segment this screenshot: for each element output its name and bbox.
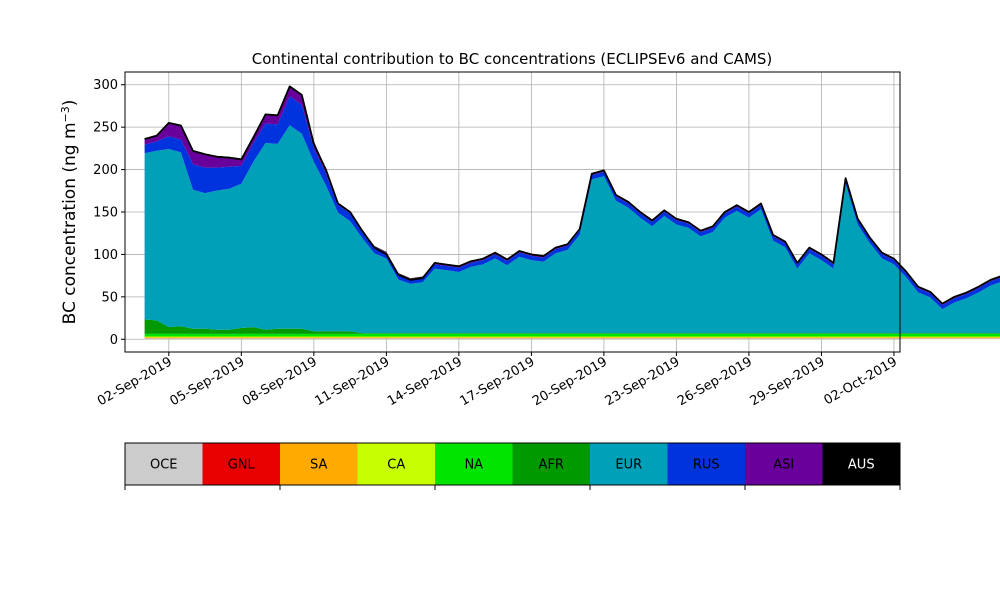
- area-afr: [144, 319, 1000, 334]
- colorbar-legend: OCE GNL SA CA NA AFR EUR RUS ASI AUS: [124, 442, 901, 490]
- x-tick-label-7: 23-Sep-2019: [603, 354, 683, 409]
- area-sa: [144, 337, 1000, 339]
- y-axis-label-superscript: −3: [59, 106, 72, 122]
- x-tick-label-0: 02-Sep-2019: [95, 354, 175, 409]
- x-tick-label-6: 20-Sep-2019: [530, 354, 610, 409]
- chart-title: Continental contribution to BC concentra…: [252, 50, 773, 68]
- x-tick-label-5: 17-Sep-2019: [458, 354, 538, 409]
- y-axis-ticks: 0 50 100 150 200 250 300: [93, 78, 125, 348]
- area-gnl: [144, 338, 1000, 339]
- legend-label-afr: AFR: [539, 458, 564, 473]
- total-line: [144, 85, 1000, 305]
- y-tick-label-4: 200: [93, 163, 118, 178]
- stacked-areas: [144, 85, 1000, 340]
- area-oce: [144, 338, 1000, 340]
- x-tick-label-2: 08-Sep-2019: [240, 354, 320, 409]
- y-tick-label-3: 150: [93, 206, 118, 221]
- legend-swatch-asi: [745, 443, 823, 485]
- y-tick-label-1: 50: [101, 290, 118, 305]
- legend-label-ca: CA: [387, 458, 405, 473]
- legend-swatch-gnl: [202, 443, 280, 485]
- area-na: [144, 333, 1000, 337]
- y-tick-label-5: 250: [93, 121, 118, 136]
- legend-label-sa: SA: [310, 458, 327, 473]
- x-tick-label-9: 29-Sep-2019: [748, 354, 828, 409]
- y-tick-label-0: 0: [110, 333, 118, 348]
- legend-swatch-eur: [590, 443, 668, 485]
- y-tick-label-2: 100: [93, 248, 118, 263]
- y-axis-label: BC concentration (ng m−3): [59, 100, 81, 325]
- legend-swatch-aus: [822, 443, 900, 485]
- legend-label-gnl: GNL: [228, 458, 256, 473]
- y-tick-label-6: 300: [93, 78, 118, 93]
- area-ca: [144, 336, 1000, 338]
- legend-swatch-afr: [512, 443, 590, 485]
- y-axis-label-main: BC concentration (ng m: [60, 122, 80, 324]
- y-axis-label-suffix: ): [60, 100, 80, 107]
- x-tick-label-1: 05-Sep-2019: [167, 354, 247, 409]
- legend-label-rus: RUS: [693, 458, 720, 473]
- legend-label-eur: EUR: [615, 458, 642, 473]
- x-tick-label-3: 11-Sep-2019: [313, 354, 393, 409]
- legend-swatch-na: [435, 443, 513, 485]
- legend-swatch-oce: [125, 443, 203, 485]
- legend-frame: [124, 442, 901, 486]
- area-eur: [144, 125, 1000, 334]
- x-tick-label-4: 14-Sep-2019: [385, 354, 465, 409]
- legend-swatch-sa: [280, 443, 358, 485]
- legend-label-asi: ASI: [773, 458, 794, 473]
- legend-label-na: NA: [464, 458, 483, 473]
- x-axis-ticks: 02-Sep-201905-Sep-201908-Sep-201911-Sep-…: [95, 352, 900, 409]
- legend-swatch-rus: [667, 443, 745, 485]
- x-tick-label-10: 02-Oct-2019: [822, 354, 900, 408]
- legend-swatch-ca: [357, 443, 435, 485]
- legend-label-oce: OCE: [150, 458, 178, 473]
- legend-label-aus: AUS: [848, 458, 875, 473]
- x-tick-label-8: 26-Sep-2019: [675, 354, 755, 409]
